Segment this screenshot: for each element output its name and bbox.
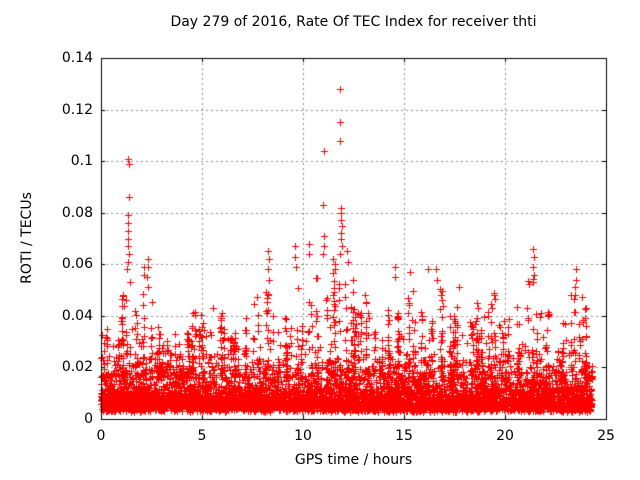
x-tick-label: 5: [197, 428, 207, 444]
x-tick-label: 25: [597, 428, 615, 444]
x-tick-label: 10: [294, 428, 312, 444]
y-tick-label: 0.02: [61, 359, 93, 375]
y-tick-label: 0.06: [61, 256, 93, 272]
y-tick-label: 0.14: [61, 50, 93, 66]
y-tick-label: 0: [84, 411, 93, 427]
y-tick-label: 0.1: [70, 153, 93, 169]
x-tick-label: 0: [96, 428, 106, 444]
x-tick-label: 20: [496, 428, 514, 444]
chart-title: Day 279 of 2016, Rate Of TEC Index for r…: [170, 14, 537, 30]
x-tick-label: 15: [395, 428, 413, 444]
y-tick-label: 0.08: [61, 205, 93, 221]
x-axis-label: GPS time / hours: [294, 452, 413, 468]
y-tick-label: 0.04: [61, 308, 93, 324]
y-tick-label: 0.12: [61, 102, 93, 118]
